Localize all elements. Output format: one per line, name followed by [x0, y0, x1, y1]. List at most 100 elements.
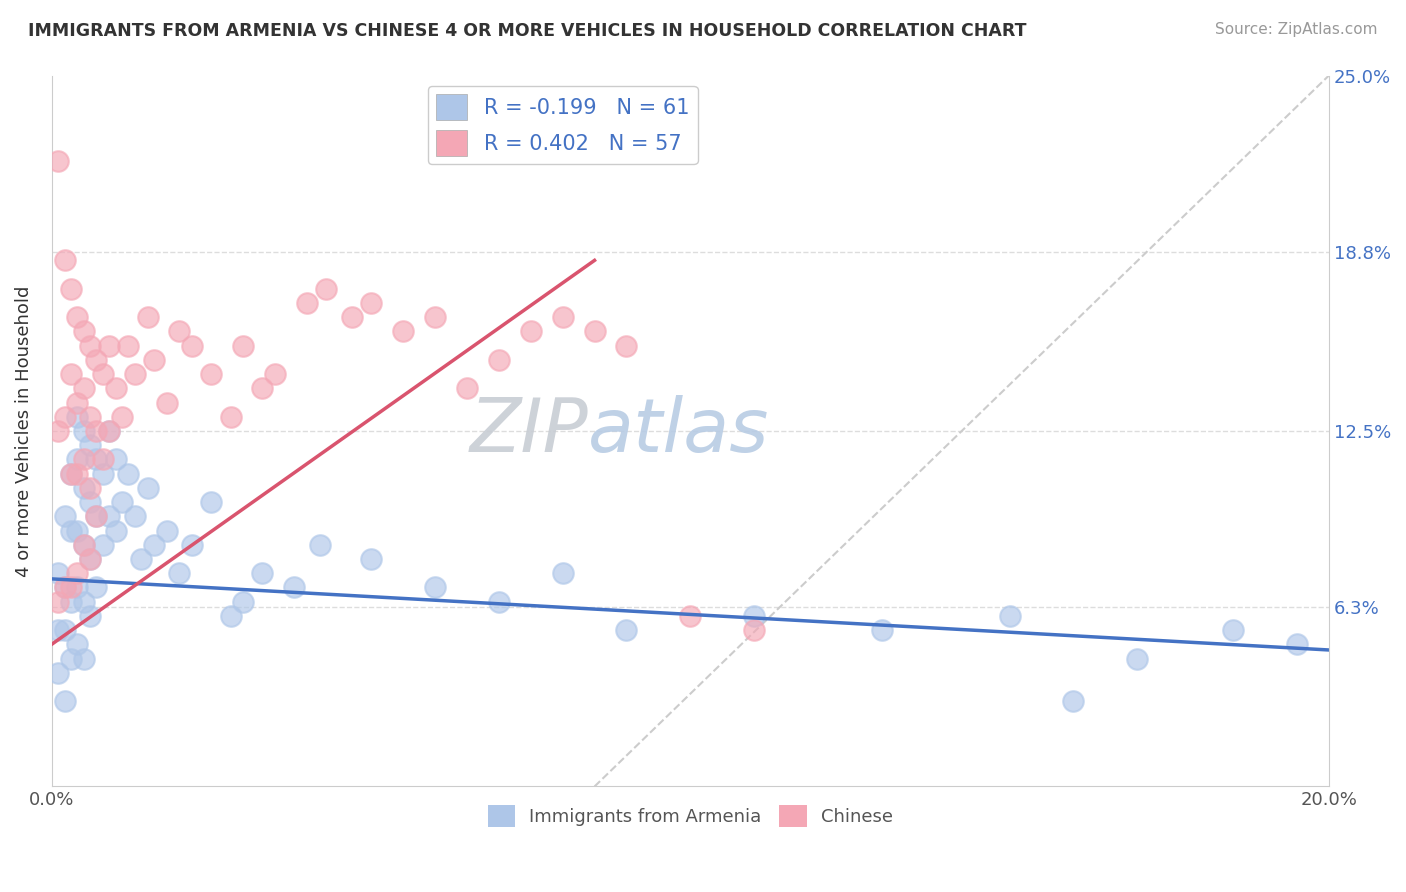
- Point: [79, 552, 101, 566]
- Point: [423, 310, 446, 325]
- Point: [519, 325, 541, 339]
- Point: [86, 509, 108, 524]
- Point: [91, 467, 114, 481]
- Point: [200, 495, 222, 509]
- Point: [79, 409, 101, 424]
- Point: [551, 566, 574, 581]
- Point: [616, 623, 638, 637]
- Point: [181, 538, 204, 552]
- Point: [232, 339, 254, 353]
- Point: [98, 424, 121, 438]
- Point: [53, 694, 76, 708]
- Point: [679, 608, 702, 623]
- Point: [360, 296, 382, 310]
- Text: ZIP: ZIP: [470, 395, 588, 467]
- Point: [169, 566, 191, 581]
- Point: [583, 325, 606, 339]
- Point: [66, 310, 89, 325]
- Point: [86, 424, 108, 438]
- Point: [295, 296, 318, 310]
- Point: [98, 509, 121, 524]
- Point: [111, 495, 134, 509]
- Point: [252, 381, 274, 395]
- Point: [59, 467, 82, 481]
- Point: [59, 581, 82, 595]
- Point: [1222, 623, 1244, 637]
- Point: [53, 581, 76, 595]
- Point: [91, 452, 114, 467]
- Point: [59, 282, 82, 296]
- Text: Source: ZipAtlas.com: Source: ZipAtlas.com: [1215, 22, 1378, 37]
- Text: IMMIGRANTS FROM ARMENIA VS CHINESE 4 OR MORE VEHICLES IN HOUSEHOLD CORRELATION C: IMMIGRANTS FROM ARMENIA VS CHINESE 4 OR …: [28, 22, 1026, 40]
- Point: [98, 339, 121, 353]
- Point: [79, 339, 101, 353]
- Point: [616, 339, 638, 353]
- Point: [66, 581, 89, 595]
- Point: [73, 325, 96, 339]
- Point: [309, 538, 332, 552]
- Point: [392, 325, 415, 339]
- Point: [315, 282, 337, 296]
- Point: [79, 608, 101, 623]
- Point: [66, 395, 89, 409]
- Point: [340, 310, 363, 325]
- Point: [488, 352, 510, 367]
- Point: [73, 381, 96, 395]
- Point: [117, 467, 139, 481]
- Point: [59, 367, 82, 381]
- Point: [136, 310, 159, 325]
- Legend: Immigrants from Armenia, Chinese: Immigrants from Armenia, Chinese: [481, 797, 900, 834]
- Point: [456, 381, 478, 395]
- Point: [79, 552, 101, 566]
- Point: [124, 509, 146, 524]
- Point: [129, 552, 152, 566]
- Point: [252, 566, 274, 581]
- Point: [1285, 637, 1308, 651]
- Point: [46, 623, 69, 637]
- Point: [53, 581, 76, 595]
- Point: [86, 352, 108, 367]
- Point: [66, 566, 89, 581]
- Y-axis label: 4 or more Vehicles in Household: 4 or more Vehicles in Household: [15, 285, 32, 577]
- Point: [742, 608, 765, 623]
- Point: [181, 339, 204, 353]
- Point: [219, 409, 242, 424]
- Point: [91, 538, 114, 552]
- Point: [46, 424, 69, 438]
- Point: [104, 524, 127, 538]
- Point: [73, 481, 96, 495]
- Point: [111, 409, 134, 424]
- Point: [73, 424, 96, 438]
- Point: [73, 452, 96, 467]
- Point: [46, 566, 69, 581]
- Point: [283, 581, 305, 595]
- Point: [73, 651, 96, 665]
- Point: [86, 581, 108, 595]
- Point: [104, 381, 127, 395]
- Point: [423, 581, 446, 595]
- Point: [142, 352, 165, 367]
- Point: [488, 594, 510, 608]
- Point: [98, 424, 121, 438]
- Point: [551, 310, 574, 325]
- Point: [46, 665, 69, 680]
- Point: [59, 594, 82, 608]
- Point: [79, 481, 101, 495]
- Point: [73, 538, 96, 552]
- Point: [46, 594, 69, 608]
- Point: [66, 524, 89, 538]
- Point: [219, 608, 242, 623]
- Point: [232, 594, 254, 608]
- Point: [124, 367, 146, 381]
- Point: [156, 524, 179, 538]
- Point: [200, 367, 222, 381]
- Point: [1126, 651, 1149, 665]
- Point: [79, 438, 101, 452]
- Point: [136, 481, 159, 495]
- Point: [73, 594, 96, 608]
- Point: [53, 509, 76, 524]
- Point: [66, 452, 89, 467]
- Point: [59, 651, 82, 665]
- Point: [73, 538, 96, 552]
- Point: [117, 339, 139, 353]
